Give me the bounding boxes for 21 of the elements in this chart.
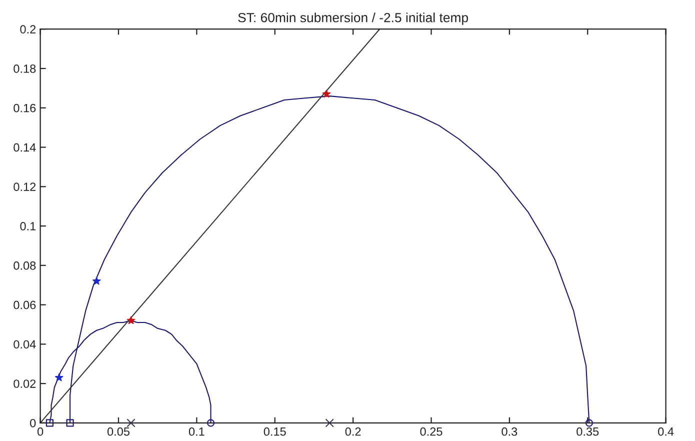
y-tick-label: 0.2 bbox=[20, 25, 36, 34]
y-tick-label: 0.1 bbox=[20, 222, 36, 230]
x-tick-label: 0.1 bbox=[188, 427, 204, 436]
y-tick-label: 0.08 bbox=[14, 261, 36, 270]
chart-title: ST: 60min submersion / -2.5 initial temp bbox=[238, 12, 468, 25]
y-tick-label: 0.14 bbox=[14, 143, 36, 152]
y-tick-label: 0.12 bbox=[14, 182, 36, 192]
x-tick-label: 0.05 bbox=[107, 427, 130, 436]
x-tick-label: 0 bbox=[37, 427, 44, 436]
y-tick-label: 0.06 bbox=[14, 300, 36, 310]
y-tick-label: 0.04 bbox=[14, 340, 36, 349]
y-tick-label: 0.02 bbox=[14, 380, 36, 388]
x-tick-label: 0.4 bbox=[658, 427, 674, 436]
x-tick-label: 0.35 bbox=[576, 427, 599, 436]
y-tick-label: 0.16 bbox=[14, 104, 36, 112]
x-tick-label: 0.2 bbox=[345, 427, 361, 436]
x-tick-label: 0.15 bbox=[264, 427, 286, 436]
y-tick-label: 0 bbox=[30, 418, 36, 428]
x-tick-label: 0.3 bbox=[502, 427, 518, 436]
y-tick-label: 0.18 bbox=[14, 64, 36, 73]
x-tick-label: 0.25 bbox=[420, 427, 442, 436]
